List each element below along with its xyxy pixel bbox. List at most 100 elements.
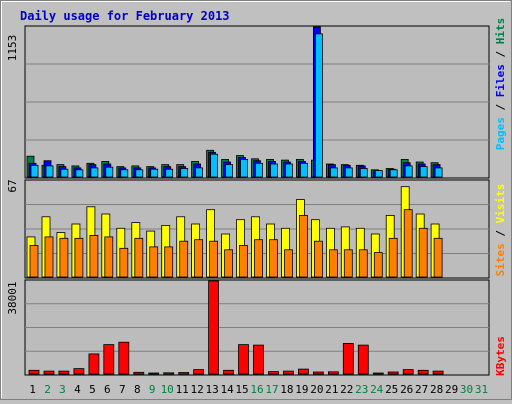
bar-pages-day-20	[314, 33, 323, 178]
y-max-label-panel2: 67	[6, 179, 19, 192]
bar-pages-day-22	[344, 167, 353, 178]
bar-pages-day-7	[120, 169, 129, 178]
bar-sites-day-8	[134, 237, 144, 278]
bar-pages-day-24	[374, 170, 383, 178]
bar-sites-day-10	[164, 246, 174, 278]
x-tick-day-1: 1	[29, 383, 36, 396]
bar-pages-day-15	[240, 158, 248, 178]
bar-kbytes-day-16	[253, 344, 264, 375]
x-tick-day-22: 22	[340, 383, 353, 396]
x-tick-day-16: 16	[250, 383, 263, 396]
bar-pages-day-8	[135, 169, 144, 178]
bar-kbytes-day-19	[297, 368, 309, 375]
x-tick-day-5: 5	[89, 383, 96, 396]
bar-pages-day-12	[195, 167, 204, 178]
legend-sep-1: /	[494, 97, 507, 117]
bar-pages-day-9	[150, 168, 159, 178]
bar-pages-day-23	[359, 168, 368, 178]
bar-pages-day-26	[404, 165, 413, 178]
bar-sites-day-26	[403, 209, 413, 278]
bar-kbytes-day-23	[357, 344, 369, 375]
bar-kbytes-day-21	[327, 371, 339, 375]
bar-sites-day-2	[44, 236, 54, 278]
bar-sites-day-6	[104, 236, 114, 278]
y-max-label-panel1: 1153	[6, 35, 19, 62]
bar-sites-day-7	[119, 247, 129, 278]
legend-visits: Visits	[494, 184, 507, 224]
legend-sep-2: /	[494, 44, 507, 64]
bar-pages-day-3	[60, 168, 69, 178]
x-tick-day-26: 26	[400, 383, 413, 396]
bar-kbytes-day-1	[28, 369, 40, 375]
x-tick-day-3: 3	[59, 383, 66, 396]
bar-pages-day-11	[180, 168, 189, 178]
bar-sites-day-23	[358, 249, 368, 278]
bar-pages-day-2	[45, 165, 54, 178]
bar-pages-day-18	[285, 163, 293, 178]
legend-hits: Hits	[494, 18, 507, 45]
x-tick-day-11: 11	[176, 383, 189, 396]
x-tick-day-14: 14	[220, 383, 234, 396]
bar-kbytes-day-14	[223, 369, 235, 375]
bar-kbytes-day-15	[238, 344, 249, 375]
bar-pages-day-21	[329, 167, 338, 178]
bar-sites-day-22	[343, 249, 353, 278]
bar-pages-day-14	[225, 164, 234, 178]
legend-files: Files	[494, 64, 507, 97]
bar-kbytes-day-5	[88, 353, 100, 375]
x-tick-day-23: 23	[355, 383, 368, 396]
x-tick-day-27: 27	[415, 383, 428, 396]
bar-sites-day-25	[388, 237, 398, 278]
x-axis-day-labels: 1 2 3 4 5 6 7 8 9 10 11 12 13 14 15 16 17 18 19 20 21 22 23 24 2…	[29, 383, 488, 396]
legend-sites: Sites	[494, 243, 507, 276]
x-tick-day-18: 18	[280, 383, 293, 396]
x-tick-day-29: 29	[445, 383, 458, 396]
x-tick-day-25: 25	[385, 383, 398, 396]
bar-sites-day-9	[149, 246, 159, 278]
bar-kbytes-day-28	[432, 370, 444, 375]
panel-frames	[24, 25, 490, 376]
x-tick-day-30: 30	[460, 383, 473, 396]
bar-sites-day-18	[284, 249, 293, 278]
bar-kbytes-day-17	[268, 371, 279, 375]
x-tick-day-2: 2	[44, 383, 51, 396]
bar-kbytes-day-11	[178, 372, 190, 375]
chart-title: Daily usage for February 2013	[20, 9, 230, 23]
bar-kbytes-day-8	[133, 371, 145, 375]
legend-panel1: Pages / Files / Hits	[494, 18, 507, 151]
bar-sites-day-19	[298, 214, 308, 278]
x-tick-day-8: 8	[134, 383, 141, 396]
bar-pages-day-17	[270, 163, 278, 178]
bar-pages-day-13	[210, 153, 219, 178]
bar-kbytes-day-24	[372, 372, 384, 375]
x-tick-day-7: 7	[119, 383, 126, 396]
bar-kbytes-day-7	[118, 341, 130, 375]
bar-pages-day-19	[299, 162, 308, 178]
bar-kbytes-day-3	[58, 370, 70, 375]
x-tick-day-28: 28	[430, 383, 443, 396]
bar-kbytes-day-25	[387, 371, 399, 375]
bar-pages-day-1	[30, 164, 39, 178]
bar-kbytes-day-4	[73, 368, 85, 375]
x-tick-day-17: 17	[265, 383, 278, 396]
bar-sites-day-4	[74, 237, 84, 278]
bar-kbytes-day-2	[43, 370, 55, 375]
bar-sites-day-3	[59, 237, 69, 278]
legend-panel2: Sites / Visits	[494, 184, 507, 277]
bar-sites-day-20	[313, 240, 323, 278]
bar-pages-day-27	[419, 166, 428, 178]
legend-sep-3: /	[494, 223, 507, 243]
bar-kbytes-day-13	[208, 280, 220, 375]
bar-pages-day-4	[75, 169, 84, 178]
x-tick-day-6: 6	[104, 383, 111, 396]
x-tick-day-24: 24	[370, 383, 384, 396]
legend-kbytes: KBytes	[494, 336, 507, 376]
bar-sites-day-11	[179, 240, 189, 278]
bar-sites-day-5	[89, 234, 99, 278]
x-tick-day-19: 19	[295, 383, 308, 396]
bar-sites-day-27	[418, 227, 428, 278]
bar-kbytes-day-20	[312, 371, 324, 375]
x-tick-day-31: 31	[475, 383, 488, 396]
bar-sites-day-15	[239, 245, 248, 278]
